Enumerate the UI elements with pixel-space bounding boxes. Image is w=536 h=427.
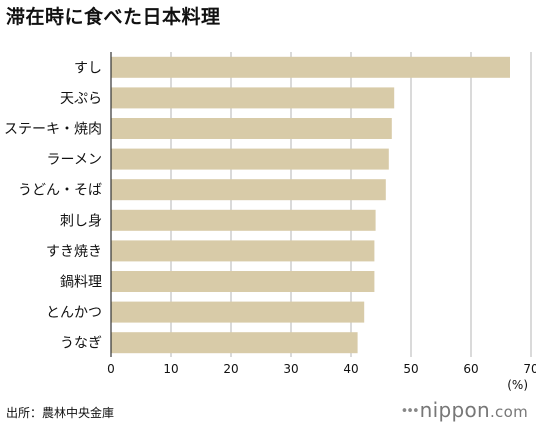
bar [111, 240, 375, 262]
category-label: 天ぷら [60, 91, 102, 107]
x-tick-label: 30 [283, 362, 298, 376]
category-label: すし [74, 60, 102, 76]
bar [111, 148, 389, 170]
category-label: うなぎ [60, 336, 102, 352]
x-tick-label: 0 [107, 362, 115, 376]
category-label: 刺し身 [60, 213, 102, 229]
logo-dots-icon: ••• [400, 404, 420, 419]
bars [111, 56, 510, 354]
category-label: すき焼き [46, 244, 102, 260]
x-unit-label: (%) [507, 378, 528, 392]
x-tick-label: 10 [163, 362, 178, 376]
bar [111, 179, 386, 201]
category-label: ステーキ・焼肉 [4, 122, 102, 138]
logo-suffix: .com [489, 403, 528, 421]
source-note: 出所：農林中央金庫 [6, 406, 115, 420]
category-label: ラーメン [47, 152, 102, 168]
nippon-com-logo: ••• nippon.com [401, 398, 528, 422]
x-tick-label: 50 [403, 362, 418, 376]
logo-name: nippon [419, 398, 490, 422]
category-label: 鍋料理 [60, 275, 102, 291]
bar [111, 301, 365, 323]
x-tick-label: 70 [523, 362, 536, 376]
x-tick-labels: 0 10 20 30 40 50 60 70 [107, 362, 536, 376]
x-tick-label: 20 [223, 362, 238, 376]
bar [111, 56, 510, 78]
bar [111, 118, 392, 139]
x-tick-label: 60 [463, 362, 478, 376]
bar [111, 271, 375, 292]
bar [111, 332, 358, 354]
category-label: とんかつ [46, 305, 102, 321]
x-tick-label: 40 [343, 362, 358, 376]
bar [111, 209, 376, 231]
category-label: うどん・そば [18, 183, 102, 199]
bar [111, 87, 395, 109]
chart-title: 滞在時に食べた日本料理 [6, 6, 221, 28]
